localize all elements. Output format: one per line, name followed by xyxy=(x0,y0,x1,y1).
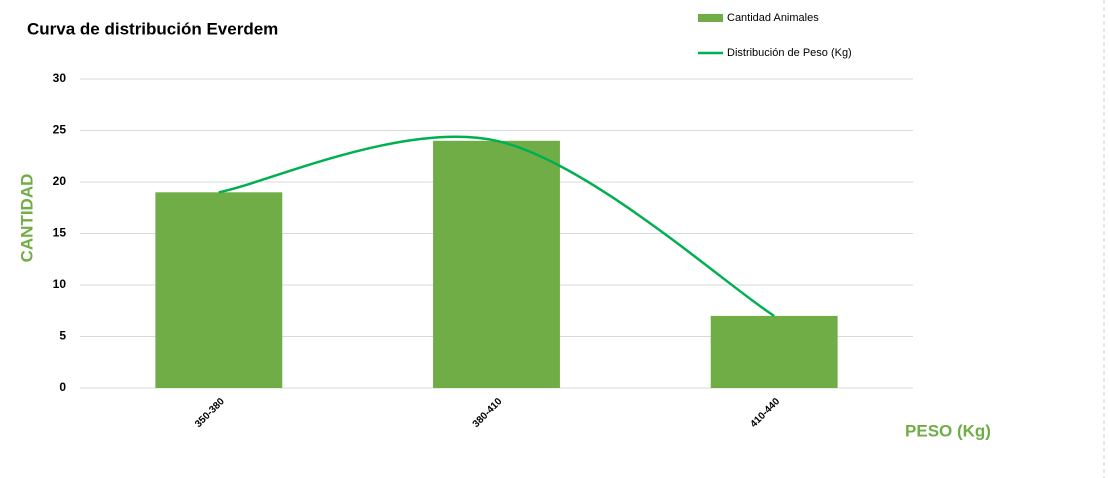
y-tick-label: 0 xyxy=(59,380,66,394)
bar xyxy=(710,315,838,388)
x-tick-label: 410-440 xyxy=(748,396,782,430)
bar xyxy=(155,192,283,388)
line xyxy=(218,135,775,317)
legend-label: Cantidad Animales xyxy=(727,12,819,24)
y-tick-label: 30 xyxy=(53,71,67,85)
y-tick-label: 5 xyxy=(59,329,66,343)
y-axis-label: CANTIDAD xyxy=(17,174,36,263)
y-tick-label: 25 xyxy=(53,123,67,137)
bar xyxy=(433,140,560,388)
legend-label: Distribución de Peso (Kg) xyxy=(727,47,852,59)
x-axis-label: PESO (Kg) xyxy=(905,421,991,440)
y-tick-label: 15 xyxy=(53,226,67,240)
legend-swatch xyxy=(698,14,723,22)
chart-title: Curva de distribución Everdem xyxy=(27,19,278,38)
y-tick-label: 20 xyxy=(53,174,67,188)
x-tick-label: 380-410 xyxy=(471,396,505,430)
y-tick-label: 10 xyxy=(53,277,67,291)
x-tick-label: 350-380 xyxy=(193,396,227,430)
